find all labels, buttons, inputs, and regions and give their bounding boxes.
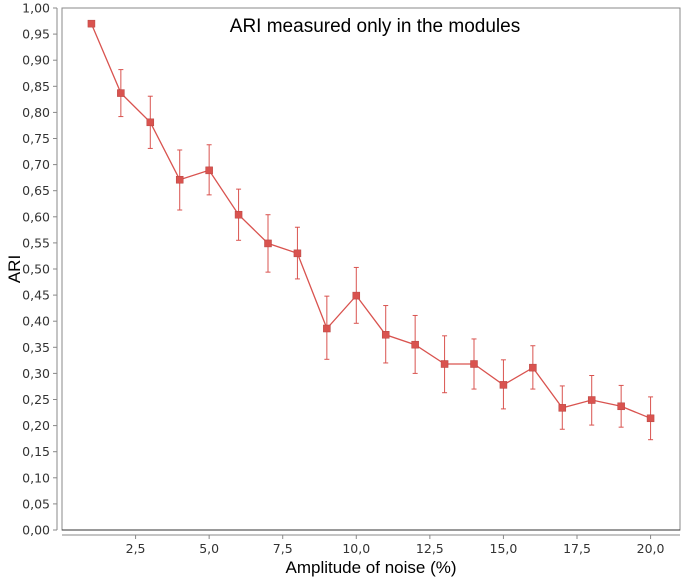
data-point-marker [352,291,361,300]
data-point-marker [558,404,567,412]
data-point-marker [529,363,537,372]
data-point-marker [175,175,184,184]
data-point-marker [205,166,213,175]
data-point-marker [646,414,655,423]
y-tick-label: 0,95 [22,27,50,42]
y-tick-label: 0,35 [22,340,50,355]
x-tick-label: 10,0 [342,541,370,556]
data-point-marker [87,19,96,28]
y-tick-label: 0,25 [22,392,50,407]
y-tick-label: 0,20 [22,418,50,433]
y-tick-label: 0,15 [22,444,50,459]
y-tick-label: 0,75 [22,131,50,146]
data-point-marker [146,118,155,127]
y-tick-label: 0,60 [22,209,50,224]
series-line [90,23,651,419]
data-point-marker [264,239,272,248]
y-tick-label: 0,50 [22,262,50,277]
data-point-marker [117,89,125,97]
data-point-marker [440,360,449,368]
x-axis-ticks: 2,5 5,0 7,5 10,0 12,5 15,0 17,5 20,0 [126,535,665,556]
data-point-marker [617,402,625,411]
data-point-marker [234,210,243,219]
x-axis-title: Amplitude of noise (%) [285,558,456,577]
data-point-marker [499,381,508,389]
y-tick-label: 0,55 [22,235,50,250]
y-tick-label: 0,40 [22,314,50,329]
data-point-marker [323,324,331,333]
y-tick-label: 0,00 [22,523,50,538]
x-tick-label: 2,5 [126,541,146,556]
y-tick-label: 0,90 [22,53,50,68]
data-point-marker [293,249,302,258]
y-tick-label: 0,65 [22,183,50,198]
data-point-marker [587,396,596,404]
chart-title: ARI measured only in the modules [230,16,520,37]
data-point-marker [470,360,478,368]
data-point-marker [411,340,419,349]
data-point-marker [381,331,390,339]
y-tick-label: 0,10 [22,470,50,485]
y-tick-label: 0,45 [22,288,50,303]
y-axis-title: ARI [5,255,24,283]
y-tick-label: 1,00 [22,1,50,16]
x-tick-label: 15,0 [490,541,518,556]
y-axis-ticks: 0,00 0,05 0,10 0,15 0,20 0,25 0,30 0,35 0,40 0,45… [22,1,57,538]
series-layer [87,19,655,441]
y-tick-label: 0,80 [22,105,50,120]
y-tick-label: 0,30 [22,366,50,381]
y-tick-label: 0,05 [22,496,50,511]
plot-area-frame [61,7,681,531]
y-tick-label: 0,70 [22,157,50,172]
x-tick-label: 20,0 [637,541,665,556]
x-tick-label: 7,5 [273,541,293,556]
x-tick-label: 5,0 [199,541,219,556]
x-tick-label: 12,5 [416,541,444,556]
y-tick-label: 0,85 [22,79,50,94]
x-tick-label: 17,5 [563,541,591,556]
